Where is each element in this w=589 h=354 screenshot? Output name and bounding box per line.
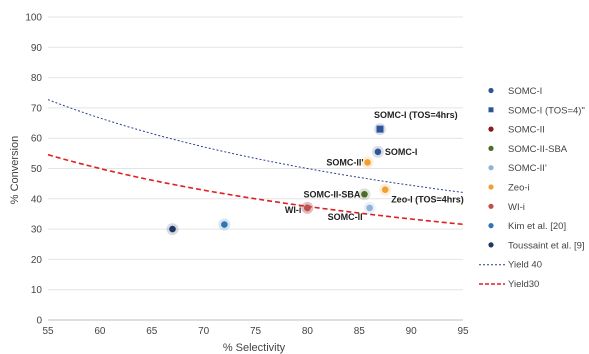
y-tick-label: 10 [31,285,43,296]
annotation-label: WI-i [285,205,302,215]
legend-label: SOMC-II' [508,163,547,174]
legend-label: SOMC-II-SBA [508,144,568,155]
yield-curves [47,99,464,226]
y-tick-label: 60 [31,134,43,145]
annotation-label: SOMC-II [328,212,363,222]
legend: SOMC-I SOMC-I (TOS=4)" SOMC-II SOMC-II-SBA S… [479,86,585,290]
data-point [366,204,373,212]
legend-label: Yield 40 [508,260,542,271]
data-point [361,190,368,198]
x-tick-label: 75 [250,326,262,337]
y-tick-label: 80 [31,73,43,84]
y-tick-label: 30 [31,225,43,236]
y-tick-label: 100 [25,13,42,24]
x-tick-label: 85 [354,326,366,337]
legend-marker [488,242,494,248]
legend-label: Yield30 [508,279,539,290]
x-tick-label: 95 [457,326,469,337]
yield-curve-line [47,153,464,226]
legend-label: Zeo-i [508,183,530,194]
yield-curve-line [47,99,464,193]
annotation-label: SOMC-I (TOS=4hrs) [374,110,458,120]
data-point [221,221,228,228]
y-tick-label: 40 [31,194,43,205]
x-axis-title: % Selectivity [223,342,286,354]
annotation-label: SOMC-I [385,147,418,157]
legend-marker [488,107,494,113]
legend-marker [488,203,494,209]
legend-label: Kim et al. [20] [508,221,566,232]
y-tick-label: 20 [31,255,43,266]
y-axis-ticks: 0 10 20 30 40 50 60 70 80 90 100 [25,13,42,327]
legend-label: SOMC-II [508,125,545,136]
y-tick-label: 90 [31,43,43,54]
point-annotations: SOMC-I (TOS=4hrs) SOMC-I SOMC-II' SOMC-II-S… [285,110,464,222]
y-axis-title: % Conversion [9,136,21,204]
legend-marker [488,126,494,132]
data-point [304,204,311,212]
legend-marker [488,223,494,229]
x-tick-label: 70 [198,326,210,337]
x-tick-label: 55 [42,326,54,337]
y-tick-label: 70 [31,103,43,114]
data-point [376,125,384,133]
x-tick-label: 80 [302,326,314,337]
legend-marker [488,145,494,151]
data-point [381,186,389,194]
data-point [374,148,382,156]
legend-label: WI-i [508,202,525,213]
legend-marker [488,165,494,171]
y-tick-label: 50 [31,164,43,175]
legend-label: SOMC-I [508,86,542,97]
x-tick-label: 60 [94,326,106,337]
legend-label: Toussaint et al. [9] [508,240,585,251]
x-axis-ticks: 55 60 65 70 75 80 85 90 95 [42,326,469,337]
legend-marker [488,184,494,190]
data-point [364,159,371,166]
data-point [169,225,176,233]
gridlines [48,16,463,321]
annotation-label: SOMC-II-SBA [303,189,360,199]
y-tick-label: 0 [36,316,42,327]
legend-marker [488,87,494,94]
annotation-label: Zeo-I (TOS=4hrs) [391,195,464,205]
data-points [166,123,392,236]
legend-label: SOMC-I (TOS=4)" [508,105,585,116]
annotation-label: SOMC-II' [326,157,363,167]
x-tick-label: 65 [146,326,158,337]
x-tick-label: 90 [406,326,418,337]
